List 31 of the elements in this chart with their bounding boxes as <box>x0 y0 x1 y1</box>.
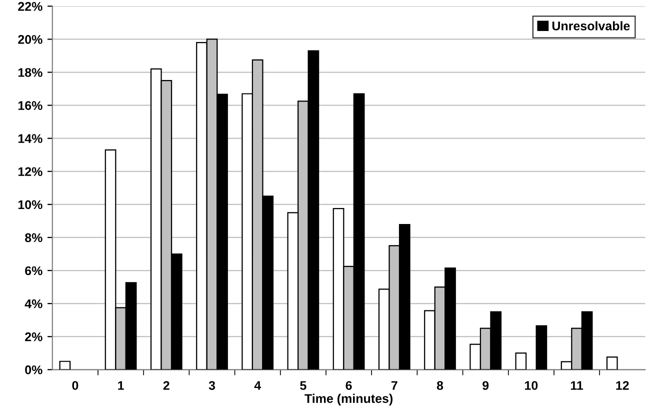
legend-label: Unresolvable <box>552 21 630 30</box>
x-tick-label: 1 <box>118 381 124 390</box>
bar <box>606 356 618 370</box>
bar <box>515 352 527 370</box>
x-tick-label: 12 <box>616 381 629 390</box>
bar <box>59 360 71 370</box>
y-tick-label: 20% <box>18 35 42 44</box>
x-tick-label: 2 <box>163 381 170 390</box>
y-tick-label: 12% <box>18 167 42 176</box>
y-tick-label: 10% <box>18 200 42 210</box>
x-tick-label: 4 <box>254 381 261 390</box>
bar <box>536 325 548 370</box>
y-tick-label: 4% <box>24 299 42 308</box>
x-tick-label: 5 <box>300 381 306 390</box>
y-tick-label: 22% <box>18 2 42 11</box>
x-tick-label: 8 <box>436 381 444 390</box>
x-tick-label: 10 <box>525 381 538 390</box>
y-tick-label: 16% <box>18 101 42 110</box>
x-tick-label: 6 <box>346 381 352 390</box>
y-tick-label: 2% <box>25 332 42 342</box>
x-tick-label: 11 <box>570 381 584 390</box>
y-tick-label: 0% <box>25 365 42 374</box>
y-tick-label: 18% <box>18 68 42 77</box>
y-tick-label: 6% <box>25 266 42 276</box>
x-tick-label: 9 <box>482 381 489 390</box>
x-axis-title: Time (minutes) <box>304 394 393 406</box>
x-tick-label: 0 <box>72 381 78 390</box>
y-tick-label: 14% <box>18 134 42 143</box>
y-tick-label: 8% <box>25 233 42 242</box>
x-tick-label: 3 <box>208 381 216 390</box>
x-tick-label: 7 <box>391 381 398 390</box>
